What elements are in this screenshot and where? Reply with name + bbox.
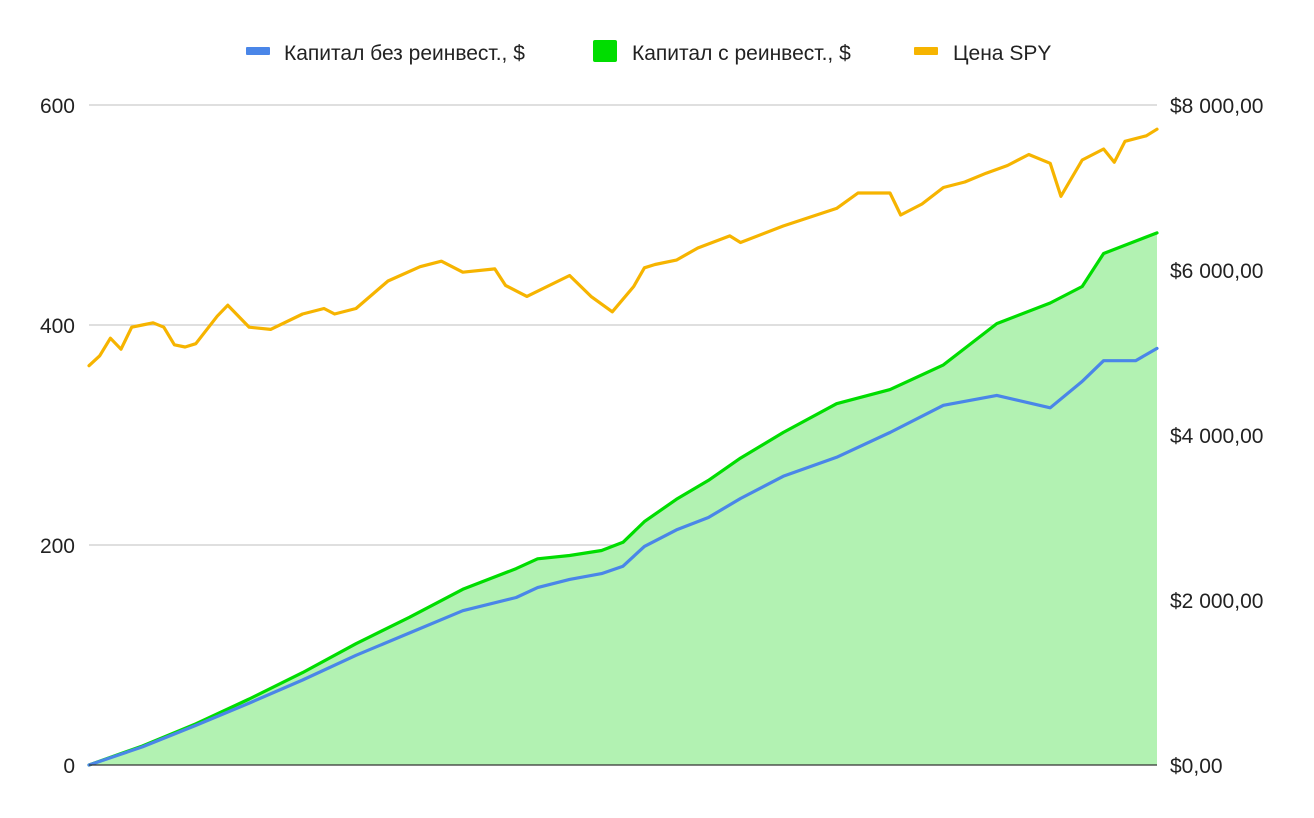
area-layer [89, 232, 1157, 765]
left-tick-label: 0 [63, 755, 75, 778]
legend-label-spy: Цена SPY [953, 42, 1051, 65]
series-line-no-reinvest [87, 346, 1159, 767]
right-tick-label: $2 000,00 [1170, 590, 1263, 613]
left-tick-label: 400 [40, 315, 75, 338]
legend-entry-reinvest[interactable]: Капитал с реинвест., $ [593, 40, 851, 65]
line-layer [87, 127, 1159, 767]
legend-label-reinvest: Капитал с реинвест., $ [632, 42, 851, 65]
legend-swatch-spy [914, 47, 938, 55]
right-tick-label: $0,00 [1170, 755, 1223, 778]
right-axis: $0,00 $2 000,00 $4 000,00 $6 000,00 $8 000,0… [1170, 95, 1263, 778]
legend-swatch-no-reinvest [246, 47, 270, 55]
series-area-reinvest [89, 232, 1157, 765]
series-line-spy [87, 127, 1159, 368]
left-tick-label: 600 [40, 95, 75, 118]
series-line-reinvest [87, 231, 1159, 767]
legend-swatch-reinvest [593, 40, 617, 62]
right-tick-label: $8 000,00 [1170, 95, 1263, 118]
right-tick-label: $6 000,00 [1170, 260, 1263, 283]
legend-label-no-reinvest: Капитал без реинвест., $ [284, 42, 525, 65]
legend: Капитал без реинвест., $ Капитал с реинв… [246, 40, 1051, 65]
right-tick-label: $4 000,00 [1170, 425, 1263, 448]
legend-entry-spy[interactable]: Цена SPY [914, 42, 1051, 65]
left-axis: 0 200 400 600 [40, 95, 75, 778]
left-tick-label: 200 [40, 535, 75, 558]
legend-entry-no-reinvest[interactable]: Капитал без реинвест., $ [246, 42, 525, 65]
